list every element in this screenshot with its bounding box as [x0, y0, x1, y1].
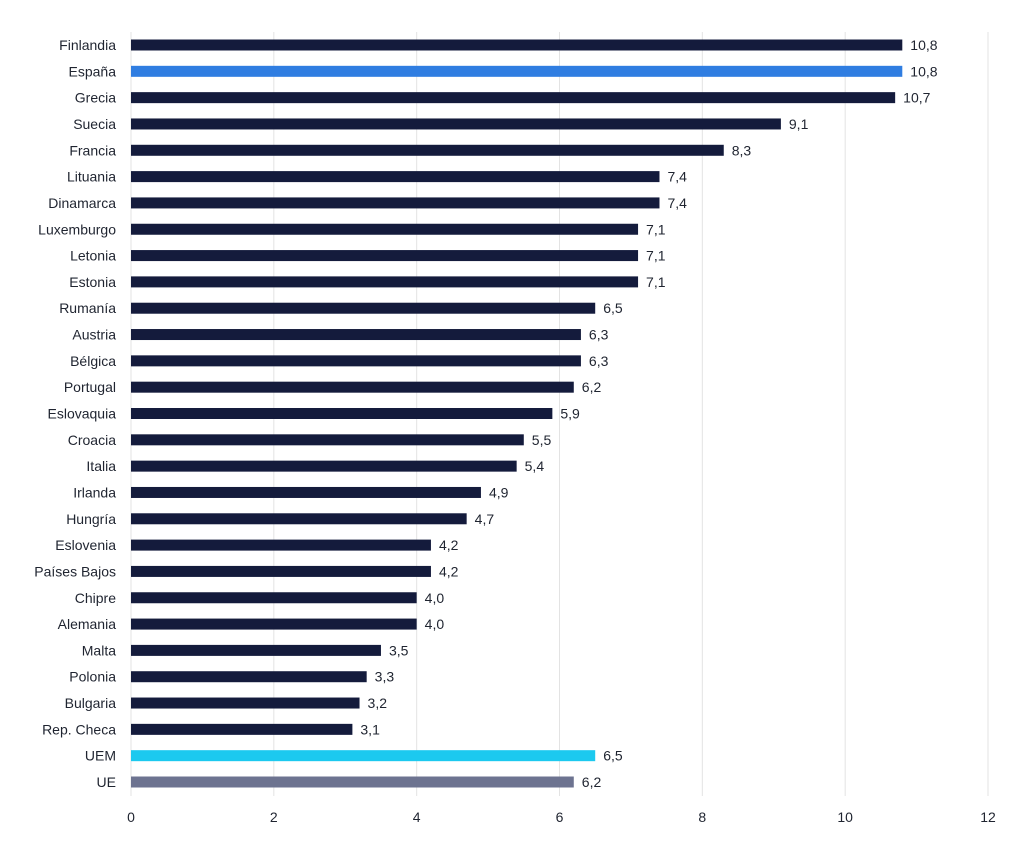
x-tick-label: 0: [127, 809, 135, 825]
value-label: 6,5: [603, 748, 623, 764]
bar-26: [131, 723, 353, 735]
category-label: Eslovaquia: [48, 406, 117, 422]
bar-21: [131, 592, 417, 604]
category-label: Austria: [72, 327, 116, 343]
bar-1: [131, 65, 903, 77]
value-label: 4,0: [425, 590, 445, 606]
value-label: 5,9: [560, 406, 580, 422]
category-label: Grecia: [75, 90, 116, 106]
bar-16: [131, 460, 517, 472]
value-label: 10,7: [903, 90, 930, 106]
value-label: 7,4: [667, 195, 687, 211]
category-label: Croacia: [68, 432, 116, 448]
value-label: 3,5: [389, 642, 409, 658]
category-label: Polonia: [69, 669, 116, 685]
bars: [131, 39, 903, 788]
value-label: 7,1: [646, 248, 666, 264]
value-label: 10,8: [910, 37, 937, 53]
value-label: 7,4: [667, 169, 687, 185]
category-label: Malta: [82, 642, 116, 658]
category-label: Hungría: [66, 511, 116, 527]
value-label: 4,2: [439, 563, 459, 579]
value-label: 5,4: [525, 458, 545, 474]
category-label: Suecia: [73, 116, 116, 132]
bar-2: [131, 92, 896, 104]
category-labels: Finlandia España Grecia Suecia Francia Lituan…: [34, 37, 116, 790]
bar-9: [131, 276, 639, 288]
value-label: 6,2: [582, 774, 602, 790]
x-tick-label: 2: [270, 809, 278, 825]
bar-7: [131, 223, 639, 235]
bar-11: [131, 329, 581, 341]
value-label: 5,5: [532, 432, 552, 448]
category-label: Alemania: [58, 616, 117, 632]
bar-5: [131, 171, 660, 183]
value-label: 3,3: [375, 669, 395, 685]
value-label: 7,1: [646, 274, 666, 290]
category-label: Rep. Checa: [42, 721, 116, 737]
value-label: 4,7: [475, 511, 495, 527]
value-label: 6,3: [589, 353, 609, 369]
bar-27: [131, 750, 596, 762]
category-label: España: [69, 63, 117, 79]
bar-17: [131, 486, 481, 498]
bar-24: [131, 671, 367, 683]
x-tick-label: 10: [837, 809, 853, 825]
value-label: 3,2: [368, 695, 388, 711]
value-label: 6,2: [582, 379, 602, 395]
x-tick-label: 12: [980, 809, 996, 825]
value-label: 3,1: [360, 721, 380, 737]
bar-10: [131, 302, 596, 314]
value-label: 7,1: [646, 221, 666, 237]
bar-6: [131, 197, 660, 209]
bar-25: [131, 697, 360, 709]
bar-18: [131, 513, 467, 525]
category-label: Bélgica: [70, 353, 116, 369]
value-label: 4,2: [439, 537, 459, 553]
value-label: 8,3: [732, 142, 752, 158]
value-label: 4,0: [425, 616, 445, 632]
category-label: Letonia: [70, 248, 116, 264]
category-label: Eslovenia: [55, 537, 116, 553]
value-label: 6,5: [603, 300, 623, 316]
category-label: Francia: [69, 142, 116, 158]
x-tick-label: 8: [698, 809, 706, 825]
category-label: Lituania: [67, 169, 116, 185]
category-label: Dinamarca: [48, 195, 116, 211]
bar-13: [131, 381, 574, 393]
bar-0: [131, 39, 903, 51]
bar-19: [131, 539, 431, 551]
category-label: Estonia: [69, 274, 116, 290]
category-label: Chipre: [75, 590, 116, 606]
bar-4: [131, 144, 724, 156]
category-label: Rumanía: [59, 300, 116, 316]
category-label: UEM: [85, 748, 116, 764]
category-label: Bulgaria: [65, 695, 117, 711]
bar-28: [131, 776, 574, 788]
value-label: 6,3: [589, 327, 609, 343]
category-label: Irlanda: [73, 484, 116, 500]
value-label: 9,1: [789, 116, 809, 132]
bar-22: [131, 618, 417, 630]
bar-14: [131, 408, 553, 419]
bar-15: [131, 434, 524, 446]
bar-8: [131, 250, 639, 262]
x-tick-label: 6: [556, 809, 564, 825]
category-label: Portugal: [64, 379, 116, 395]
category-label: Países Bajos: [34, 563, 116, 579]
x-axis-ticks: 0 2 4 6 8 10 12: [127, 809, 996, 825]
category-label: Finlandia: [59, 37, 116, 53]
bar-23: [131, 644, 381, 656]
category-label: Luxemburgo: [38, 221, 116, 237]
category-label: UE: [97, 774, 116, 790]
value-labels: 10,810,810,79,18,37,47,47,17,17,16,56,36…: [360, 37, 937, 790]
bar-12: [131, 355, 581, 367]
bar-20: [131, 565, 431, 577]
category-label: Italia: [86, 458, 116, 474]
bar-3: [131, 118, 781, 130]
x-tick-label: 4: [413, 809, 421, 825]
value-label: 10,8: [910, 63, 937, 79]
value-label: 4,9: [489, 484, 509, 500]
